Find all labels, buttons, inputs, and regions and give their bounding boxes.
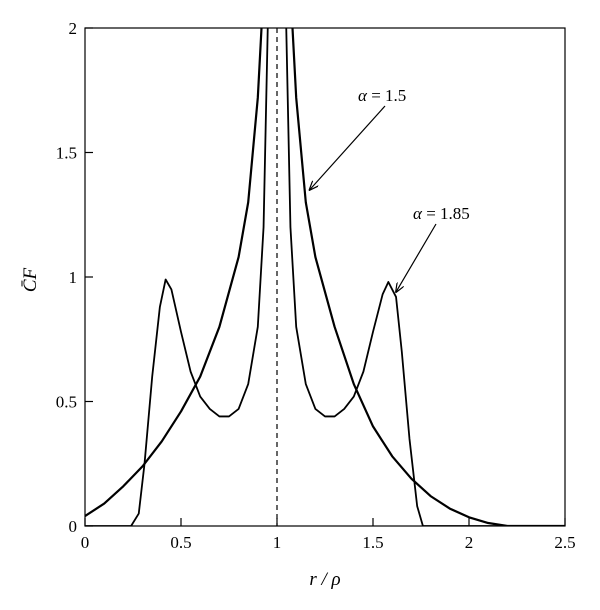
y-tick-label: 0	[69, 517, 78, 536]
y-tick-label: 2	[69, 19, 78, 38]
x-tick-label: 1.5	[362, 533, 383, 552]
y-tick-label: 0.5	[56, 393, 77, 412]
series-layer	[85, 28, 565, 526]
y-axis-title: C̄F	[20, 267, 41, 292]
annotation-arrow-1	[310, 105, 386, 190]
x-tick-label: 1	[273, 533, 282, 552]
axis-tick-labels: 0 0.5 1 1.5 2 2.5 0 0.5 1 1.5 2	[56, 19, 576, 552]
plot-frame	[84, 27, 566, 527]
series-line-1	[85, 28, 565, 526]
axis-ticks	[84, 27, 566, 527]
x-tick-label: 0.5	[170, 533, 191, 552]
svg-text:C̄F: C̄F	[20, 267, 41, 292]
y-tick-label: 1.5	[56, 144, 77, 163]
annotation-label-2: α = 1.85	[413, 204, 470, 223]
annotations-layer: α = 1.5 α = 1.85	[310, 86, 470, 292]
annotation-label-1: α = 1.5	[358, 86, 406, 105]
series-line-2	[85, 28, 565, 526]
annotation-arrow-2	[396, 223, 437, 292]
x-tick-label: 2	[465, 533, 474, 552]
y-tick-label: 1	[69, 268, 78, 287]
x-axis-title: r / ρ	[309, 569, 340, 590]
x-tick-label: 0	[81, 533, 90, 552]
x-tick-label: 2.5	[554, 533, 575, 552]
